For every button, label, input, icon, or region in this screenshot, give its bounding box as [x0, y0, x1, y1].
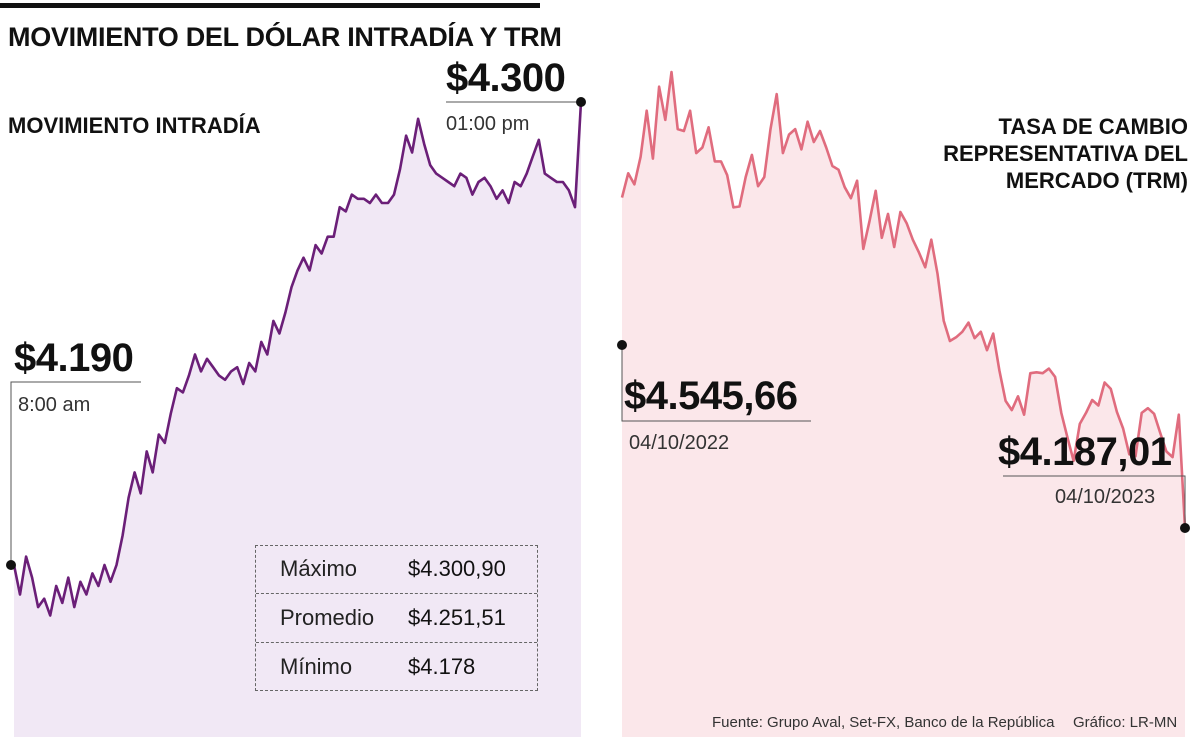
trm-end-leader [1003, 475, 1186, 528]
trm-start-dot [617, 340, 627, 350]
intraday-subtitle: MOVIMIENTO INTRADÍA [8, 113, 261, 138]
trm-start-value: $4.545,66 [624, 374, 798, 418]
credit-note: Gráfico: LR-MN [1073, 714, 1178, 731]
stat-avg-row: Promedio $4.251,51 [256, 595, 537, 643]
intraday-area [14, 102, 581, 737]
stat-max-label: Máximo [280, 556, 358, 581]
stat-avg-label: Promedio [280, 605, 375, 630]
stat-max-row: Máximo $4.300,90 [256, 546, 537, 594]
title-rule [0, 3, 540, 8]
stat-min-row: Mínimo $4.178 [256, 644, 537, 692]
trm-end-dot [1180, 523, 1190, 533]
trm-start-leader [621, 345, 811, 422]
trm-subtitle: TASA DE CAMBIO REPRESENTATIVA DEL MERCAD… [943, 114, 1188, 193]
stat-divider [256, 642, 537, 643]
source-note: Fuente: Grupo Aval, Set-FX, Banco de la … [712, 714, 1055, 731]
stat-min-value: $4.178 [408, 654, 476, 679]
stat-avg-value: $4.251,51 [408, 605, 506, 630]
intraday-start-time: 8:00 am [18, 394, 91, 416]
intraday-line [12, 101, 583, 617]
intraday-start-leader [10, 381, 141, 565]
stat-max-value: $4.300,90 [408, 556, 506, 581]
trm-area [622, 72, 1185, 737]
page-title: MOVIMIENTO DEL DÓLAR INTRADÍA Y TRM [8, 22, 562, 52]
trm-end-value: $4.187,01 [998, 430, 1172, 474]
intraday-start-dot [6, 560, 16, 570]
trm-start-date: 04/10/2022 [629, 432, 730, 454]
stat-divider [256, 593, 537, 594]
trm-end-date: 04/10/2023 [1055, 486, 1156, 508]
intraday-start-value: $4.190 [14, 336, 134, 380]
intraday-end-value: $4.300 [446, 56, 566, 100]
stats-box: Máximo $4.300,90 Promedio $4.251,51 Míni… [255, 545, 538, 691]
trm-line [620, 70, 1187, 529]
stat-min-label: Mínimo [280, 654, 353, 679]
intraday-end-time: 01:00 pm [446, 113, 530, 135]
intraday-end-dot [576, 97, 586, 107]
